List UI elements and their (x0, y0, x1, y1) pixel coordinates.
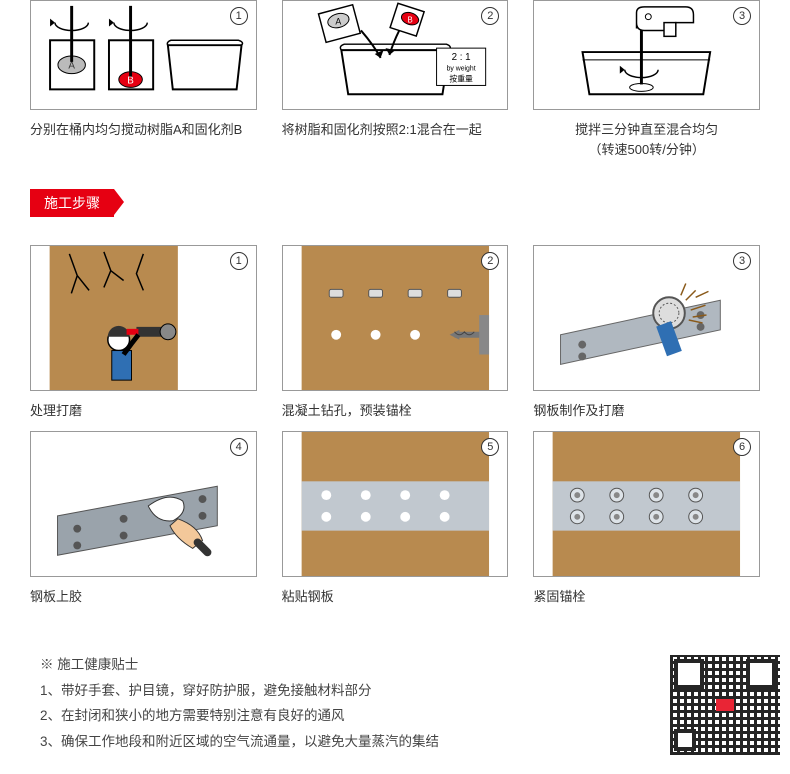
health-tips: ※ 施工健康贴士 1、带好手套、护目镜，穿好防护服，避免接触材料部分 2、在封闭… (30, 652, 760, 755)
cons-svg-4 (31, 432, 256, 576)
mix-figure-2: 2 A B 2 : 1 by weight (282, 0, 509, 110)
tips-heading: ※ 施工健康贴士 (40, 652, 760, 678)
step-number: 1 (230, 252, 248, 270)
construction-figure-2: 2 (282, 245, 509, 391)
step-number: 6 (733, 438, 751, 456)
construction-row-1: 1 处理打磨 2 (30, 245, 760, 421)
tip-line: 1、带好手套、护目镜，穿好防护服，避免接触材料部分 (40, 678, 760, 704)
cons-svg-6 (534, 432, 759, 576)
mix-svg-2: A B 2 : 1 by weight 按重量 (283, 1, 508, 109)
construction-step-4: 4 钢板上胶 (30, 431, 257, 607)
cons-caption-4: 钢板上胶 (30, 587, 257, 607)
mix-caption-3: 搅拌三分钟直至混合均匀 （转速500转/分钟） (533, 120, 760, 159)
construction-figure-5: 5 (282, 431, 509, 577)
svg-text:A: A (68, 61, 75, 72)
construction-figure-6: 6 (533, 431, 760, 577)
mix-caption-2: 将树脂和固化剂按照2:1混合在一起 (282, 120, 509, 140)
construction-step-3: 3 (533, 245, 760, 421)
construction-step-1: 1 处理打磨 (30, 245, 257, 421)
mix-step-2: 2 A B 2 : 1 by weight (282, 0, 509, 159)
cons-svg-1 (31, 246, 256, 390)
svg-text:按重量: 按重量 (449, 74, 473, 84)
cons-svg-5 (283, 432, 508, 576)
step-number: 5 (481, 438, 499, 456)
qr-code (670, 655, 780, 755)
mix-step-1: 1 A B 分别在桶内均匀搅动树脂A和固化剂B (30, 0, 257, 159)
svg-text:B: B (127, 75, 134, 86)
section-heading: 施工步骤 (30, 189, 114, 217)
mix-svg-1: A B (31, 1, 256, 109)
step-number: 3 (733, 252, 751, 270)
cons-caption-6: 紧固锚栓 (533, 587, 760, 607)
cons-caption-2: 混凝土钻孔，预装锚栓 (282, 401, 509, 421)
cons-caption-5: 粘贴钢板 (282, 587, 509, 607)
construction-row-2: 4 钢板上胶 5 (30, 431, 760, 607)
cons-svg-2 (283, 246, 508, 390)
tip-line: 2、在封闭和狭小的地方需要特别注意有良好的通风 (40, 703, 760, 729)
step-number: 3 (733, 7, 751, 25)
cons-caption-1: 处理打磨 (30, 401, 257, 421)
construction-step-2: 2 混凝土钻孔 (282, 245, 509, 421)
mixing-row: 1 A B 分别在桶内均匀搅动树脂A和固化剂B (30, 0, 760, 159)
svg-text:B: B (407, 16, 412, 25)
svg-text:by weight: by weight (446, 66, 475, 73)
mix-caption-1: 分别在桶内均匀搅动树脂A和固化剂B (30, 120, 257, 140)
construction-figure-4: 4 (30, 431, 257, 577)
mix-figure-3: 3 (533, 0, 760, 110)
cons-caption-3: 钢板制作及打磨 (533, 401, 760, 421)
construction-step-5: 5 粘贴钢板 (282, 431, 509, 607)
svg-text:A: A (335, 17, 341, 27)
caption-line: （转速500转/分钟） (589, 142, 705, 157)
mix-svg-3 (534, 1, 759, 109)
mix-figure-1: 1 A B (30, 0, 257, 110)
step-number: 1 (230, 7, 248, 25)
step-number: 4 (230, 438, 248, 456)
cons-svg-3 (534, 246, 759, 390)
construction-step-6: 6 紧固锚栓 (533, 431, 760, 607)
caption-line: 搅拌三分钟直至混合均匀 (575, 122, 718, 137)
mix-step-3: 3 搅拌三分钟直至混合均匀 （转速500转/分钟） (533, 0, 760, 159)
ratio-text: 2 : 1 (451, 52, 470, 63)
tip-line: 3、确保工作地段和附近区域的空气流通量，以避免大量蒸汽的集结 (40, 729, 760, 755)
construction-figure-3: 3 (533, 245, 760, 391)
construction-figure-1: 1 (30, 245, 257, 391)
